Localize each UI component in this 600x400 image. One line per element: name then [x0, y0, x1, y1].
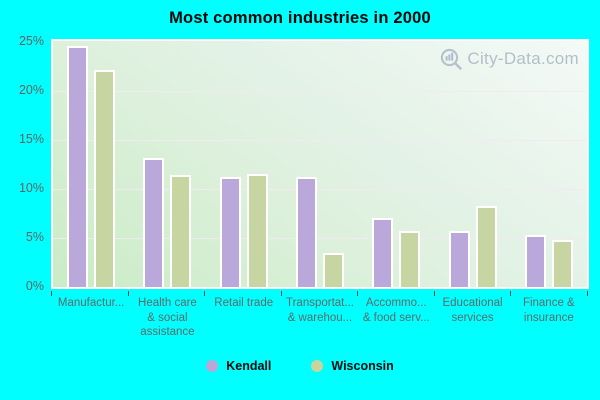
- bar-wisconsin: [246, 174, 268, 287]
- bar-groups: [53, 41, 587, 287]
- bar-wisconsin: [551, 240, 573, 287]
- bar-group: [53, 41, 129, 287]
- bar-kendall: [295, 177, 317, 287]
- y-axis-label: 20%: [18, 83, 44, 97]
- gridline: [53, 91, 587, 92]
- legend-label: Wisconsin: [331, 359, 394, 373]
- x-axis-label: Accommo... & food serv...: [362, 297, 430, 324]
- legend-swatch-kendall: [206, 360, 219, 372]
- x-axis-tick: [357, 291, 359, 296]
- chart-title: Most common industries in 2000: [169, 9, 431, 27]
- x-axis-label: Manufactur...: [57, 297, 125, 309]
- legend-item-wisconsin: Wisconsin: [311, 359, 394, 373]
- legend: Kendall Wisconsin: [0, 359, 600, 373]
- bar-wisconsin: [399, 231, 421, 287]
- y-axis-label: 15%: [18, 132, 44, 146]
- gridline: [53, 189, 587, 190]
- plot-area: City-Data.com: [51, 39, 589, 289]
- legend-item-kendall: Kendall: [206, 359, 271, 373]
- bar-group: [511, 41, 587, 287]
- bar-kendall: [219, 177, 241, 287]
- bar-wisconsin: [322, 252, 344, 287]
- x-axis-tick: [280, 291, 282, 296]
- bar-group: [358, 41, 434, 287]
- legend-label: Kendall: [226, 359, 272, 373]
- y-axis-label: 5%: [25, 230, 44, 244]
- x-axis-label: Educational services: [442, 297, 503, 324]
- x-axis-label: Retail trade: [214, 297, 274, 309]
- x-axis-tick: [51, 291, 52, 296]
- magnifying-glass-icon: [439, 47, 464, 71]
- bar-kendall: [67, 45, 89, 287]
- gridline: [53, 238, 587, 239]
- x-axis-label: Health care & social assistance: [138, 297, 197, 338]
- watermark[interactable]: City-Data.com: [439, 47, 579, 71]
- bar-wisconsin: [94, 70, 116, 287]
- x-axis-tick: [433, 291, 435, 296]
- x-axis-tick: [127, 291, 129, 296]
- watermark-text: City-Data.com: [467, 49, 579, 68]
- y-axis-label: 25%: [18, 34, 44, 48]
- bar-kendall: [143, 157, 165, 287]
- bar-kendall: [448, 231, 470, 287]
- y-axis-label: 10%: [18, 181, 44, 195]
- y-axis-label: 0%: [25, 279, 44, 293]
- bar-wisconsin: [475, 205, 497, 287]
- bar-wisconsin: [170, 175, 192, 287]
- bar-group: [282, 41, 358, 287]
- x-axis-label: Transportat... & warehou...: [286, 297, 354, 324]
- bar-kendall: [372, 218, 394, 287]
- x-axis-tick: [587, 291, 588, 296]
- gridline: [53, 140, 587, 141]
- bar-group: [129, 41, 205, 287]
- x-axis-labels: Manufactur... Health care & social assistan…: [53, 296, 587, 340]
- legend-swatch-wisconsin: [311, 360, 324, 372]
- x-axis-tick: [510, 291, 512, 296]
- bar-kendall: [524, 235, 546, 287]
- x-axis-label: Finance & insurance: [522, 297, 575, 324]
- x-axis-tick: [204, 291, 206, 296]
- bar-group: [206, 41, 282, 287]
- bar-group: [434, 41, 510, 287]
